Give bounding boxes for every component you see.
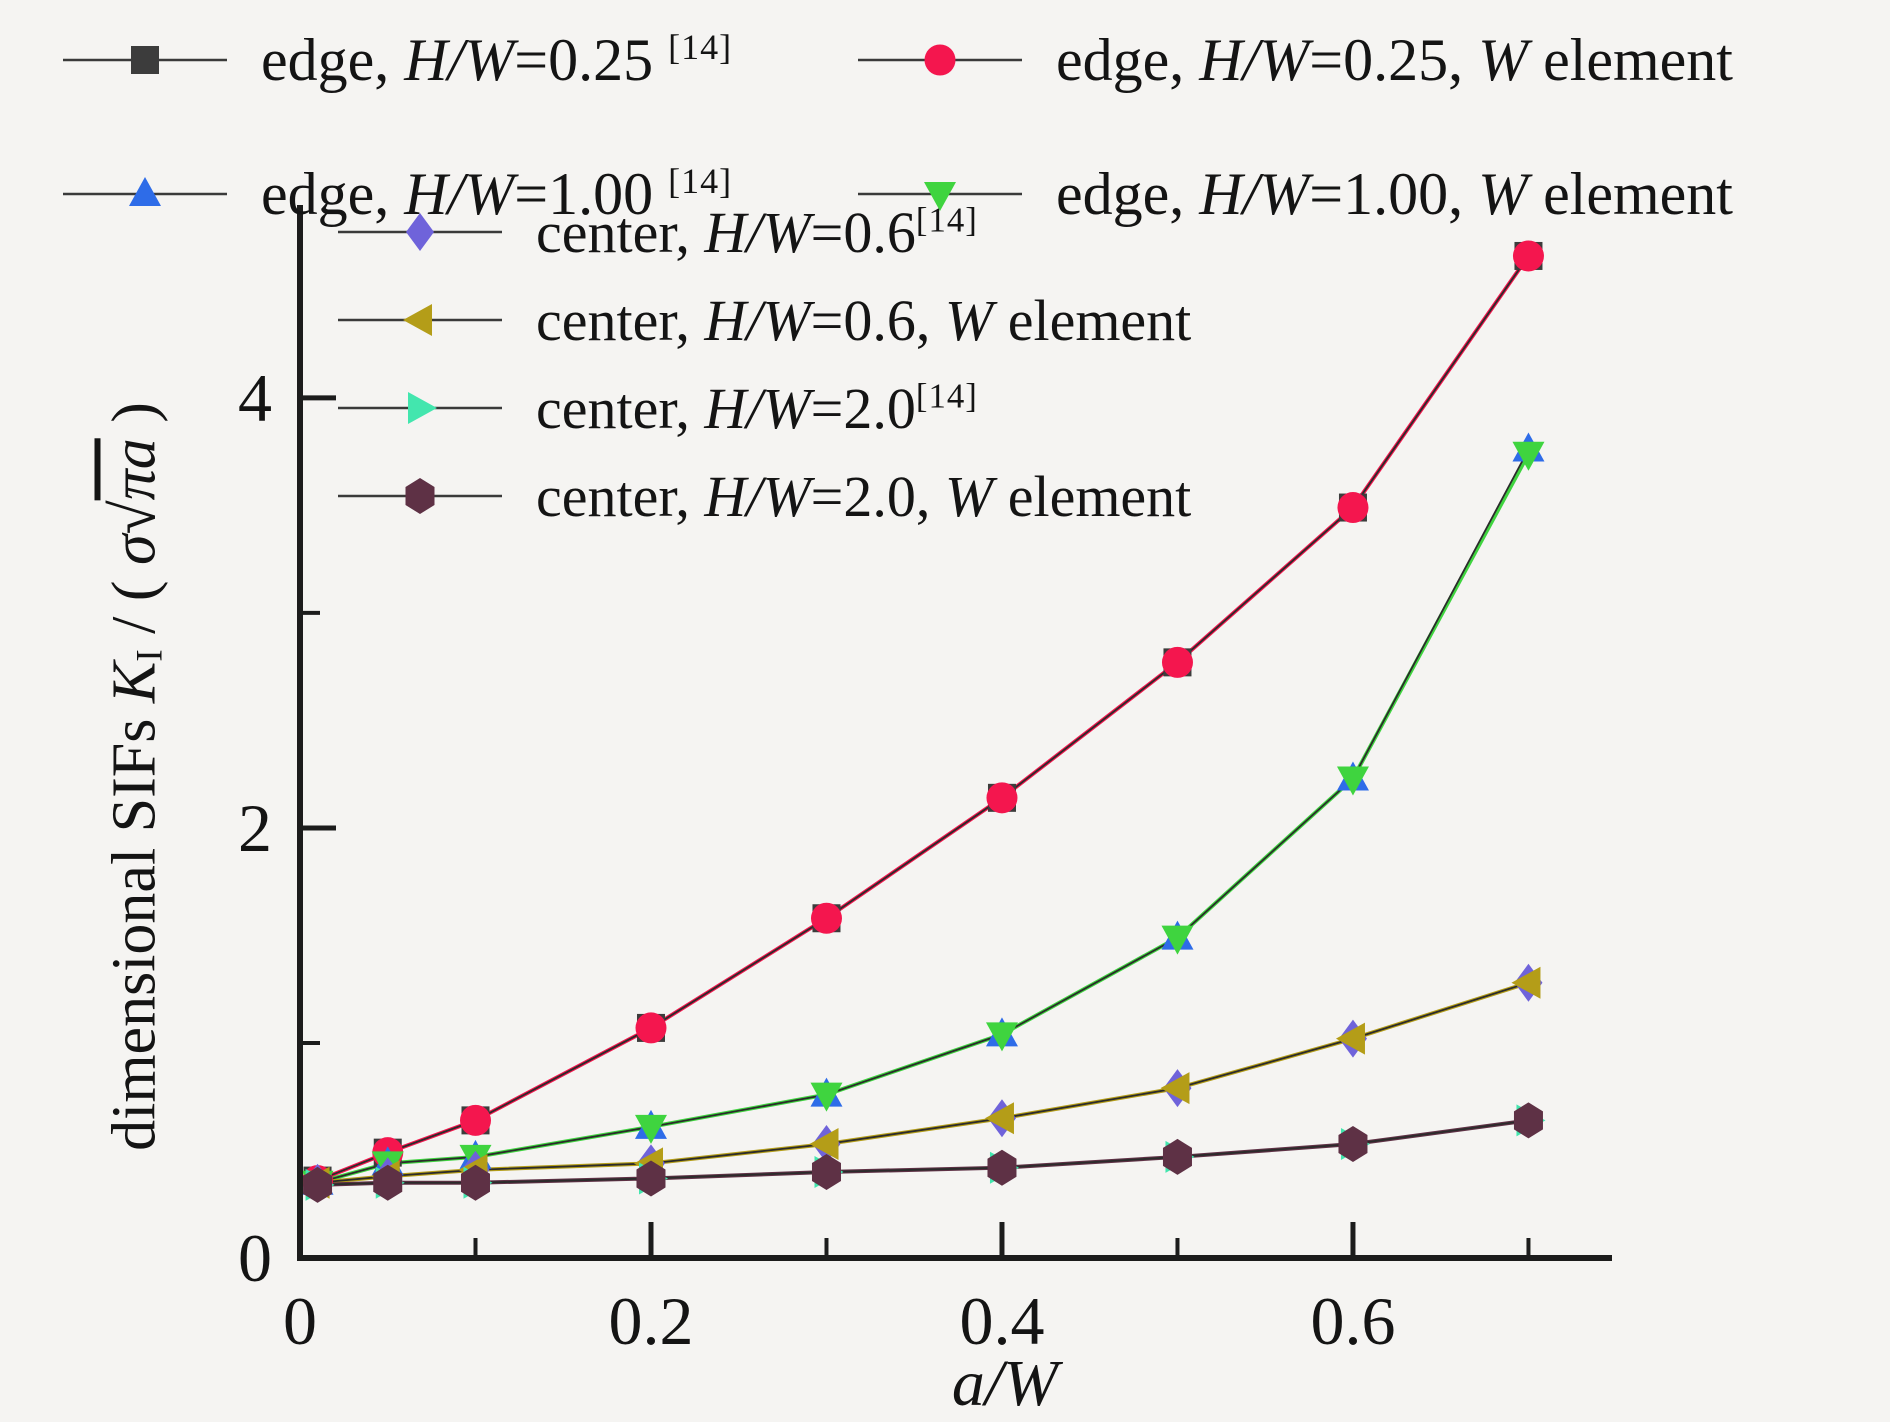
- legend-label-edge-025-ref: edge, H/W=0.25 [14]: [261, 26, 733, 93]
- svg-text:2: 2: [238, 790, 272, 866]
- legend-item-edge-100-w: edge, H/W=1.00, W element: [850, 148, 1733, 240]
- reference-superscript: [14]: [668, 26, 733, 67]
- legend-label-center-20-w: center, H/W=2.0, W element: [536, 463, 1192, 529]
- dark-hexagon-marker-icon: [330, 450, 510, 542]
- y-axis-title: dimensional SIFs KI / ( σ√πa ): [100, 402, 171, 1151]
- legend-item-edge-025-w: edge, H/W=0.25, W element: [850, 14, 1733, 106]
- legend-item-center-20-ref: center, H/W=2.0[14]: [330, 362, 978, 454]
- x-axis-title: a/W: [951, 1347, 1059, 1420]
- legend-label-center-06-w: center, H/W=0.6, W element: [536, 287, 1192, 353]
- svg-text:4: 4: [238, 360, 272, 436]
- svg-text:0: 0: [283, 1283, 317, 1359]
- red-circle-marker-icon: [850, 14, 1030, 106]
- legend-item-center-06-ref: center, H/W=0.6[14]: [330, 186, 978, 278]
- reference-superscript: [14]: [668, 160, 733, 201]
- legend-label-center-06-ref: center, H/W=0.6[14]: [536, 199, 978, 265]
- legend-item-center-20-w: center, H/W=2.0, W element: [330, 450, 1191, 542]
- reference-superscript: [14]: [915, 200, 978, 240]
- legend-label-edge-025-w: edge, H/W=0.25, W element: [1056, 26, 1733, 93]
- svg-text:0.6: 0.6: [1310, 1283, 1395, 1359]
- legend-item-edge-100-ref: edge, H/W=1.00 [14]: [55, 148, 732, 240]
- legend-item-center-06-w: center, H/W=0.6, W element: [330, 274, 1191, 366]
- black-square-marker-icon: [55, 14, 235, 106]
- radicand: πa: [100, 438, 169, 501]
- dark-yellow-triangle-left-marker-icon: [330, 274, 510, 366]
- svg-text:0: 0: [238, 1220, 272, 1296]
- legend-label-edge-100-ref: edge, H/W=1.00 [14]: [261, 160, 733, 227]
- purple-diamond-marker-icon: [330, 186, 510, 278]
- legend-label-center-20-ref: center, H/W=2.0[14]: [536, 375, 978, 441]
- green-triangle-down-marker-icon: [850, 148, 1030, 240]
- k-subscript: I: [129, 649, 171, 662]
- cyan-triangle-right-marker-icon: [330, 362, 510, 454]
- radical-sign: √: [100, 500, 169, 535]
- legend-label-edge-100-w: edge, H/W=1.00, W element: [1056, 160, 1733, 227]
- svg-text:0.2: 0.2: [608, 1283, 693, 1359]
- blue-triangle-up-marker-icon: [55, 148, 235, 240]
- svg-text:0.4: 0.4: [959, 1283, 1044, 1359]
- legend-item-edge-025-ref: edge, H/W=0.25 [14]: [55, 14, 732, 106]
- reference-superscript: [14]: [915, 376, 978, 416]
